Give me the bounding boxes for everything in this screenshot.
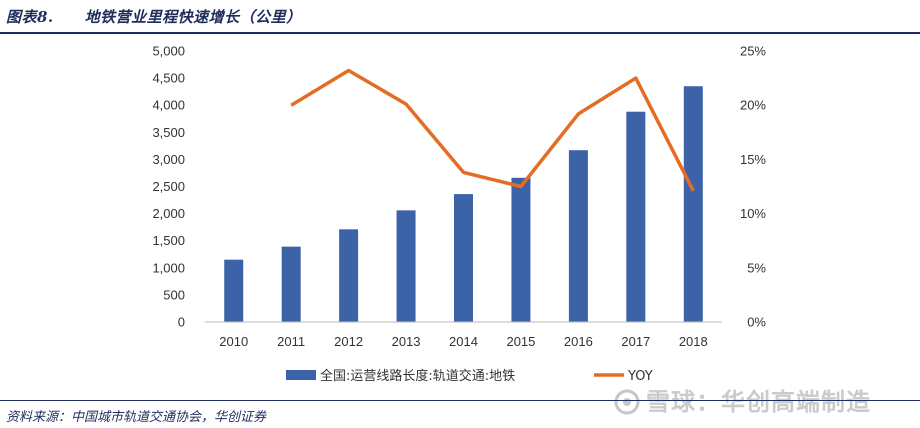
bar [568,150,588,322]
chart: 0 500 1,000 1,500 2,000 2,500 3,000 3,500 4,000 4… [152,44,766,385]
bar [511,177,531,322]
watermark: 雪球：华创高端制造 [614,382,871,417]
legend-bar-swatch [286,370,316,380]
bar [339,229,359,322]
figure-title: 图表8. 地铁营业里程快速增长（公里） [6,8,302,26]
x-tick-label: 2018 [679,334,708,349]
left-tick-label: 0 [178,315,185,330]
snowball-logo-icon [614,389,640,415]
x-tick-label: 2010 [219,334,248,349]
x-tick-label: 2013 [392,334,421,349]
left-tick-label: 1,000 [152,260,185,275]
left-tick-label: 4,000 [152,98,185,113]
bar [626,111,646,322]
title-bar: 图表8. 地铁营业里程快速增长（公里） [0,0,920,33]
right-tick-label: 25% [740,44,766,59]
right-tick-label: 10% [740,206,766,221]
right-axis: 0% 5% 10% 15% 20% 25% [740,44,766,330]
watermark-text: 雪球：华创高端制造 [646,388,871,416]
bar [396,210,416,322]
legend-line-label: YOY [627,369,653,384]
left-tick-label: 3,000 [152,152,185,167]
right-tick-label: 20% [740,98,766,113]
left-tick-label: 2,000 [152,206,185,221]
bottom-rule [0,400,920,401]
bar [454,194,473,322]
top-rule [0,32,920,34]
x-tick-label: 2011 [277,334,305,349]
legend-bar-label: 全国:运营线路长度:轨道交通:地铁 [320,368,515,384]
x-tick-label: 2014 [449,334,478,349]
x-axis: 2010 2011 2012 2013 2014 2015 2016 2017 2018 [219,334,707,349]
yoy-line [290,68,695,192]
left-tick-label: 3,500 [152,125,185,140]
left-tick-label: 4,500 [152,71,185,86]
right-tick-label: 0% [747,315,766,330]
left-tick-label: 1,500 [152,233,185,248]
left-tick-label: 2,500 [152,179,185,194]
right-tick-label: 15% [740,152,766,167]
x-tick-label: 2015 [506,334,535,349]
right-tick-label: 5% [747,260,766,275]
bar [281,246,301,322]
source-note: 资料来源：中国城市轨道交通协会，华创证券 [6,410,267,425]
bar [224,259,244,322]
x-tick-label: 2016 [564,334,593,349]
x-tick-label: 2017 [621,334,650,349]
x-tick-label: 2012 [334,334,363,349]
left-tick-label: 5,000 [152,44,185,59]
left-axis: 0 500 1,000 1,500 2,000 2,500 3,000 3,500 4,000 4… [152,44,185,330]
bar-series [224,86,703,322]
legend: 全国:运营线路长度:轨道交通:地铁 YOY [286,368,653,384]
left-tick-label: 500 [163,287,185,302]
bar [683,86,703,322]
